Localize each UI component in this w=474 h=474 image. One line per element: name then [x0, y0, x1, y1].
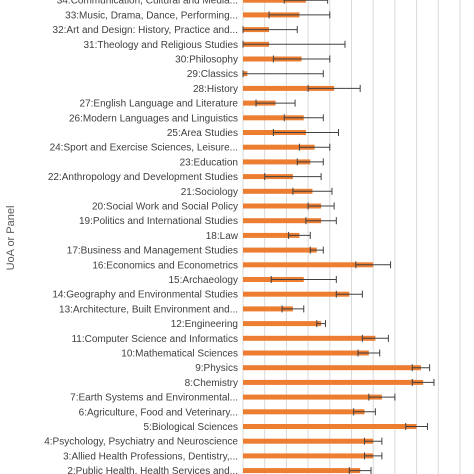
category-label: 25:Area Studies: [167, 128, 238, 139]
category-label: 12:Engineering: [171, 319, 238, 330]
category-label: 33:Music, Drama, Dance, Performing...: [65, 10, 238, 21]
error-bar: [405, 423, 428, 430]
category-label: 27:English Language and Literature: [80, 99, 239, 110]
category-label: 28:History: [193, 84, 238, 95]
error-bar: [355, 261, 392, 269]
category-label: 14:Geography and Environmental Studies: [52, 290, 238, 301]
category-label: 5:Biological Sciences: [144, 422, 239, 433]
error-bar: [364, 437, 383, 445]
category-label: 16:Economics and Econometrics: [92, 260, 238, 271]
bar: [243, 232, 300, 238]
category-label: 11:Computer Science and Informatics: [71, 334, 238, 345]
category-label: 29:Classics: [187, 69, 238, 80]
bar: [243, 306, 293, 312]
category-label: 4:Psychology, Psychiatry and Neuroscienc…: [44, 437, 238, 448]
category-label: 18:Law: [206, 231, 239, 242]
bar: [243, 350, 369, 356]
error-bar: [335, 290, 363, 298]
error-bar: [309, 246, 324, 254]
error-bar: [296, 158, 324, 166]
category-label: 30:Philosophy: [175, 55, 238, 66]
bar: [243, 262, 374, 268]
bar: [243, 291, 350, 297]
error-bar: [411, 364, 431, 372]
bar: [243, 144, 315, 150]
error-bar: [242, 70, 324, 78]
category-label: 21:Sociology: [181, 187, 238, 198]
category-label: 17:Business and Management Studies: [67, 246, 238, 257]
bar: [243, 379, 424, 385]
error-bar: [307, 202, 335, 210]
error-bar: [283, 114, 324, 122]
category-label: 22:Anthropology and Development Studies: [48, 172, 238, 183]
category-label: 6:Agriculture, Food and Veterinary...: [79, 407, 238, 418]
error-bar: [283, 0, 329, 4]
error-bar: [242, 26, 298, 34]
error-bar: [264, 173, 322, 181]
category-label: 34:Communication, Cultural and Media...: [57, 0, 238, 7]
bar: [243, 115, 304, 121]
bar: [243, 394, 382, 400]
category-label: 24:Sport and Exercise Sciences, Leisure.…: [50, 143, 238, 154]
error-bar: [292, 187, 333, 195]
error-bar: [272, 55, 331, 63]
error-bar: [270, 276, 337, 283]
error-bar: [281, 305, 305, 313]
error-bar: [272, 129, 339, 136]
error-bar: [411, 378, 435, 386]
error-bar: [255, 99, 296, 107]
bar: [243, 335, 376, 341]
category-label: 2:Public Health, Health Services and...: [67, 466, 238, 474]
error-bar: [357, 349, 381, 357]
gridlines: [242, 0, 461, 474]
category-labels: 2:Public Health, Health Services and... 3…: [44, 0, 239, 474]
category-label: 13:Architecture, Built Environment and..…: [59, 304, 238, 315]
bar: [243, 468, 361, 474]
category-label: 23:Education: [180, 157, 238, 168]
category-label: 15:Archaeology: [169, 275, 239, 286]
error-bar: [361, 334, 389, 342]
error-bar: [316, 320, 326, 328]
bar: [243, 188, 313, 194]
category-label: 7:Earth Systems and Environmental...: [70, 393, 238, 404]
error-bar: [348, 467, 372, 474]
bar: [243, 321, 322, 327]
category-label: 10:Mathematical Sciences: [121, 349, 238, 360]
error-bar: [353, 408, 376, 416]
bar: [243, 218, 322, 224]
error-bar: [305, 217, 337, 225]
error-bar: [288, 231, 311, 239]
bar: [243, 0, 306, 3]
category-label: 8:Chemistry: [185, 378, 238, 389]
error-bar: [242, 40, 346, 48]
category-label: 31:Theology and Religious Studies: [83, 40, 238, 51]
error-bar: [368, 393, 396, 401]
error-bars: [242, 0, 435, 474]
bar: [243, 247, 317, 253]
bar: [243, 56, 302, 62]
bar: [243, 453, 374, 459]
error-bar: [364, 452, 383, 460]
bar: [243, 365, 421, 371]
category-label: 9:Physics: [195, 363, 238, 374]
bar: [243, 85, 335, 91]
error-bar: [298, 143, 331, 151]
category-label: 26:Modern Languages and Linguistics: [69, 113, 238, 124]
bar: [243, 203, 322, 209]
error-bar: [307, 84, 361, 92]
bar: [243, 409, 365, 415]
category-label: 3:Allied Health Professions, Dentistry,.…: [63, 451, 238, 462]
bar: [243, 159, 311, 165]
bars: [243, 0, 424, 474]
bar: [243, 438, 374, 444]
category-label: 19:Politics and International Studies: [79, 216, 238, 227]
bar: [243, 424, 417, 429]
error-bar: [268, 11, 331, 19]
y-axis-title: UoA or Panel: [5, 206, 17, 271]
category-label: 20:Social Work and Social Policy: [92, 202, 238, 213]
category-label: 32:Art and Design: History, Practice and…: [53, 25, 238, 36]
